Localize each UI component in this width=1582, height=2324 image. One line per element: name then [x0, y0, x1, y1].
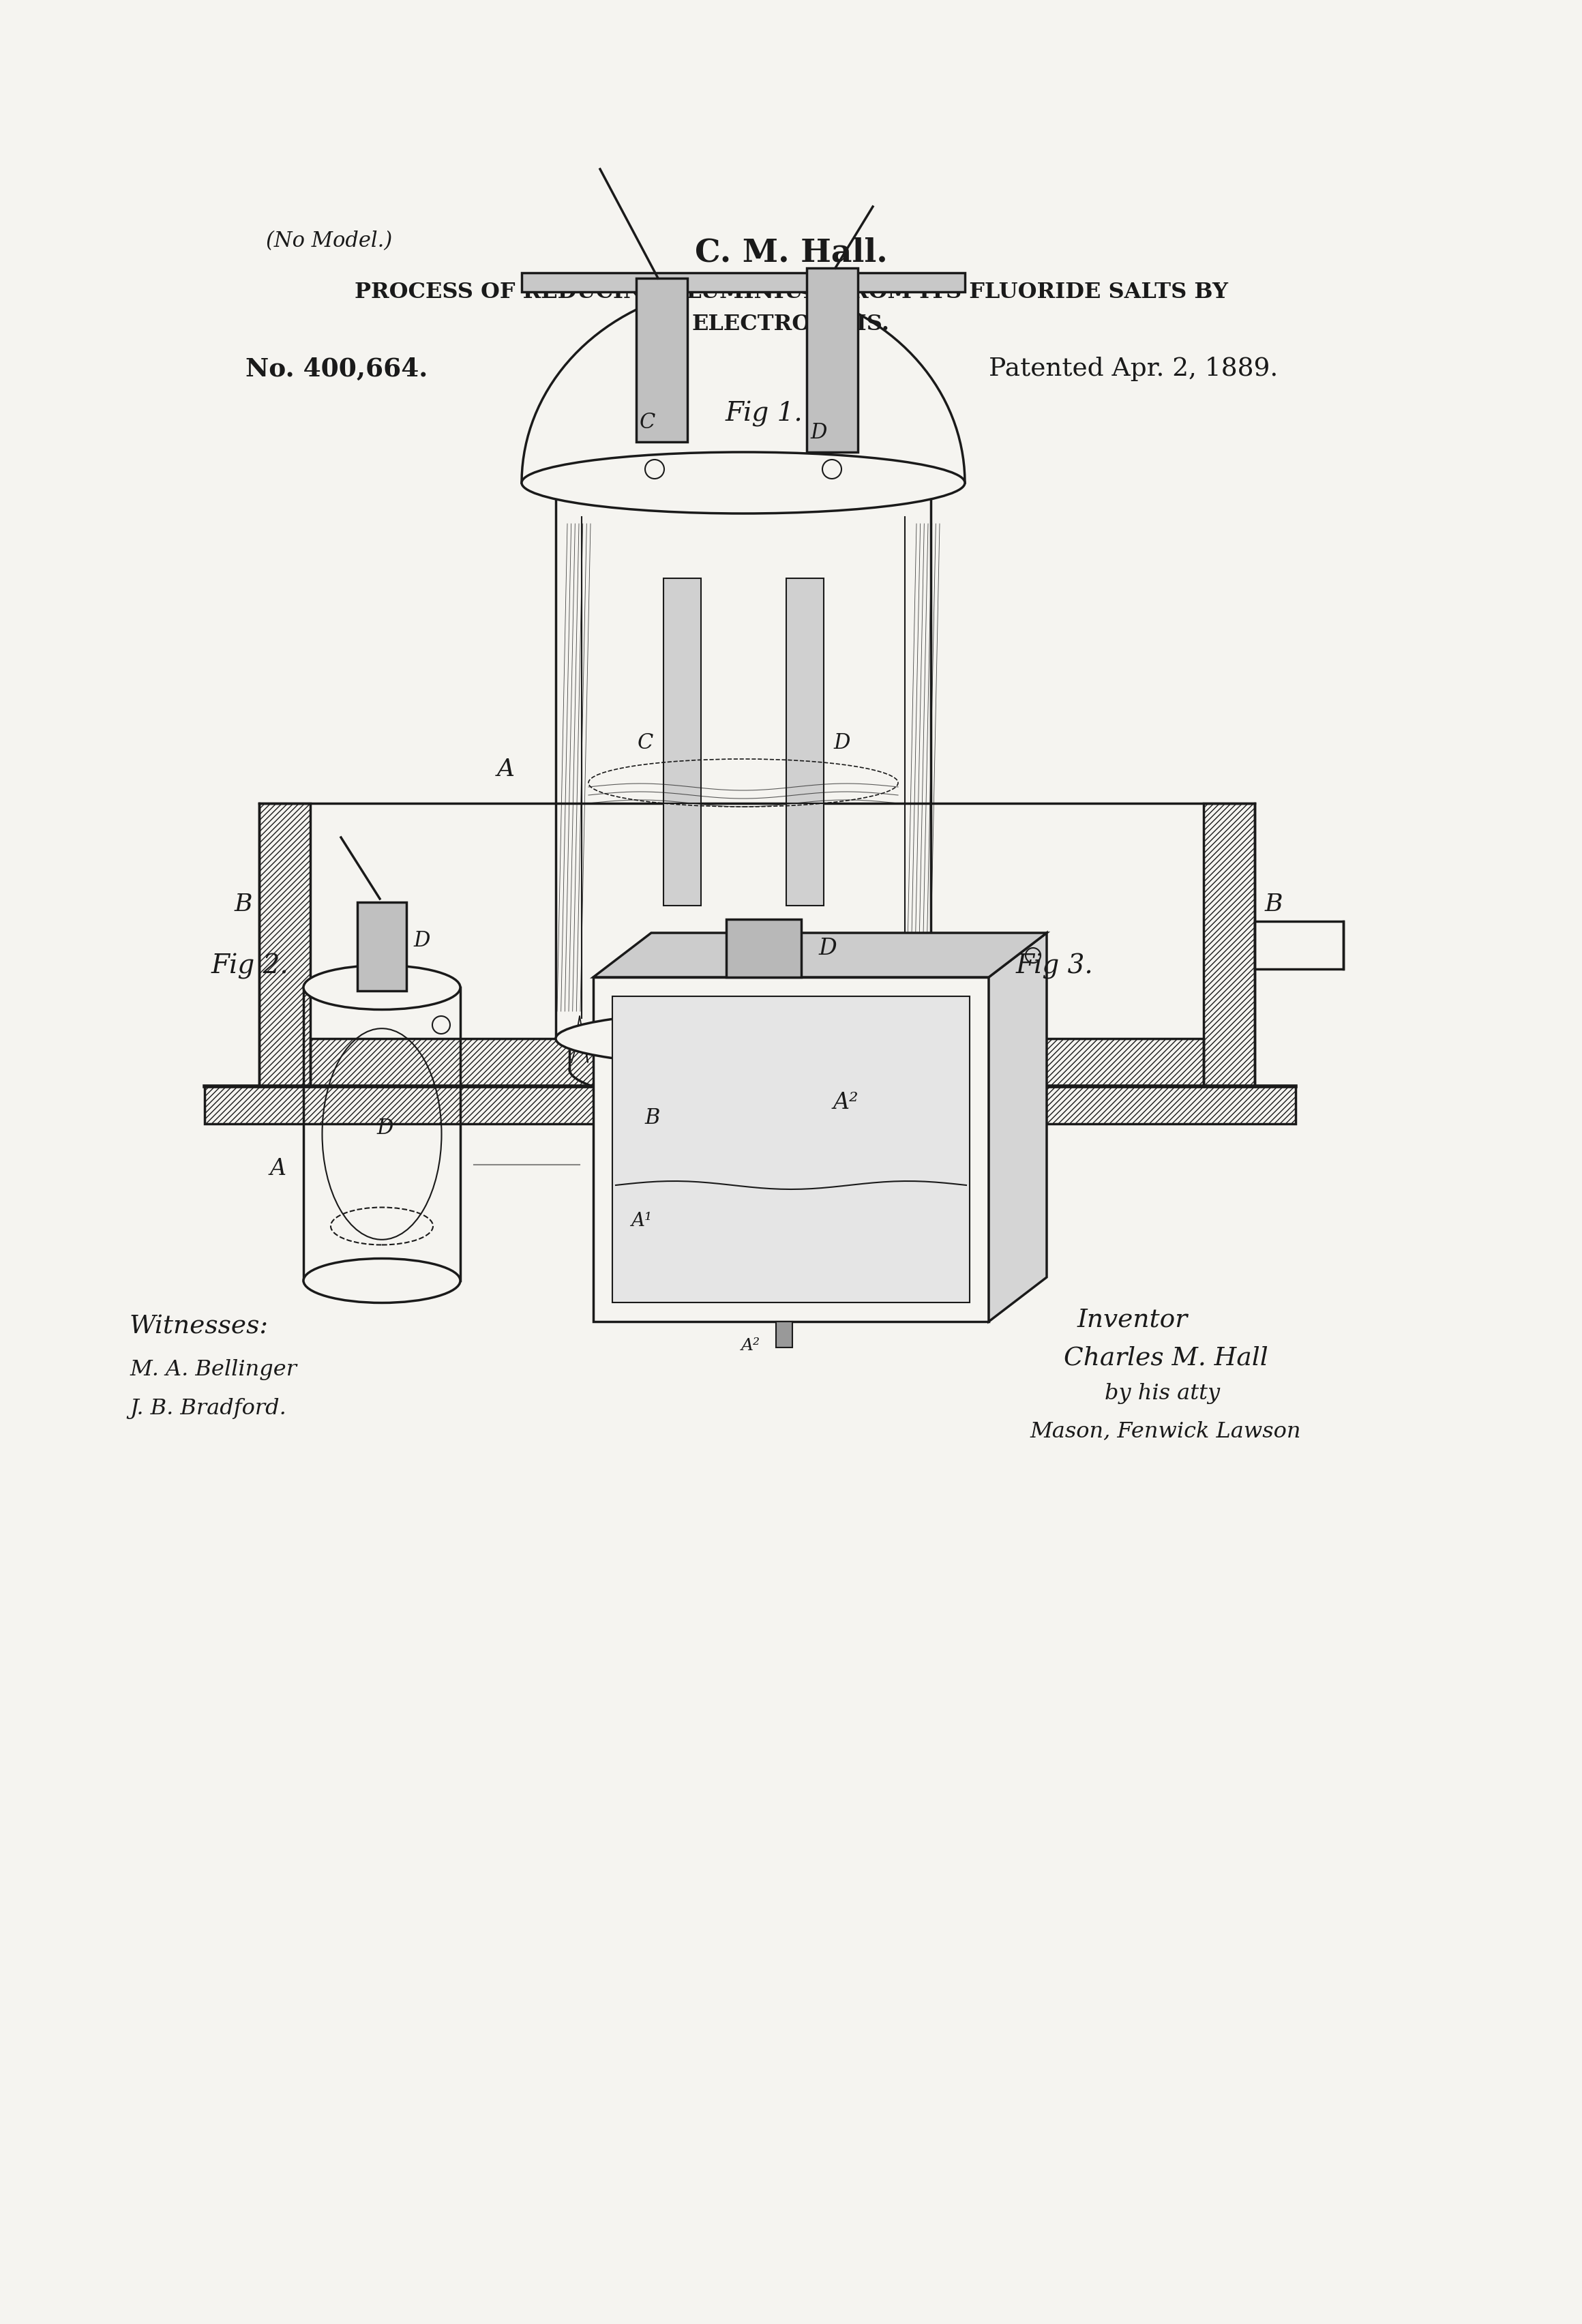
Bar: [593, 976, 989, 1322]
Ellipse shape: [304, 964, 460, 1009]
Bar: [204, 1085, 1296, 1125]
Bar: [663, 579, 701, 906]
Text: B: B: [1266, 892, 1283, 916]
Bar: [358, 902, 407, 990]
Text: C: C: [639, 411, 655, 432]
Bar: [807, 267, 857, 453]
Text: D: D: [413, 930, 430, 951]
Text: Charles M. Hall: Charles M. Hall: [1063, 1346, 1269, 1369]
Text: D: D: [810, 423, 827, 444]
Text: A: A: [271, 1157, 286, 1181]
Bar: [1204, 804, 1255, 1085]
Bar: [612, 997, 970, 1301]
Bar: [522, 272, 965, 293]
Ellipse shape: [555, 1011, 930, 1067]
Text: Fig 1.: Fig 1.: [725, 402, 802, 428]
Bar: [310, 1039, 1204, 1085]
Ellipse shape: [522, 453, 965, 514]
Text: J. B. Bradford.: J. B. Bradford.: [130, 1399, 286, 1420]
Text: Witnesses:: Witnesses:: [130, 1315, 269, 1339]
Text: Fig 3.: Fig 3.: [1016, 953, 1093, 978]
Text: B: B: [644, 1109, 660, 1129]
Polygon shape: [593, 932, 1047, 976]
Text: Fig 2.: Fig 2.: [212, 953, 290, 978]
Text: PROCESS OF REDUCING ALUMINIUM FROM ITS FLUORIDE SALTS BY: PROCESS OF REDUCING ALUMINIUM FROM ITS F…: [354, 281, 1228, 302]
Bar: [726, 920, 800, 976]
Text: by his atty: by his atty: [1104, 1383, 1220, 1404]
Text: D: D: [377, 1118, 394, 1139]
Bar: [777, 1322, 793, 1348]
Text: C: C: [638, 732, 653, 753]
Bar: [636, 279, 687, 442]
Ellipse shape: [304, 1260, 460, 1304]
Text: ELECTROLYSIS.: ELECTROLYSIS.: [693, 314, 889, 335]
Text: No. 400,664.: No. 400,664.: [245, 356, 427, 381]
Text: A²: A²: [742, 1339, 761, 1353]
Bar: [1255, 920, 1343, 969]
Text: A²: A²: [832, 1092, 859, 1113]
Text: Patented Apr. 2, 1889.: Patented Apr. 2, 1889.: [989, 356, 1278, 381]
Text: D: D: [834, 732, 850, 753]
Text: Mason, Fenwick Lawson: Mason, Fenwick Lawson: [1030, 1420, 1300, 1441]
Text: C. M. Hall.: C. M. Hall.: [694, 237, 888, 270]
Text: D: D: [818, 937, 837, 960]
Text: B: B: [234, 892, 252, 916]
Text: A¹: A¹: [631, 1211, 652, 1229]
Text: (No Model.): (No Model.): [266, 230, 392, 251]
Bar: [786, 579, 824, 906]
Polygon shape: [989, 932, 1047, 1322]
Text: Inventor: Inventor: [1077, 1308, 1188, 1332]
Text: A: A: [497, 758, 514, 781]
Bar: [259, 804, 310, 1085]
Text: M. A. Bellinger: M. A. Bellinger: [130, 1360, 297, 1380]
